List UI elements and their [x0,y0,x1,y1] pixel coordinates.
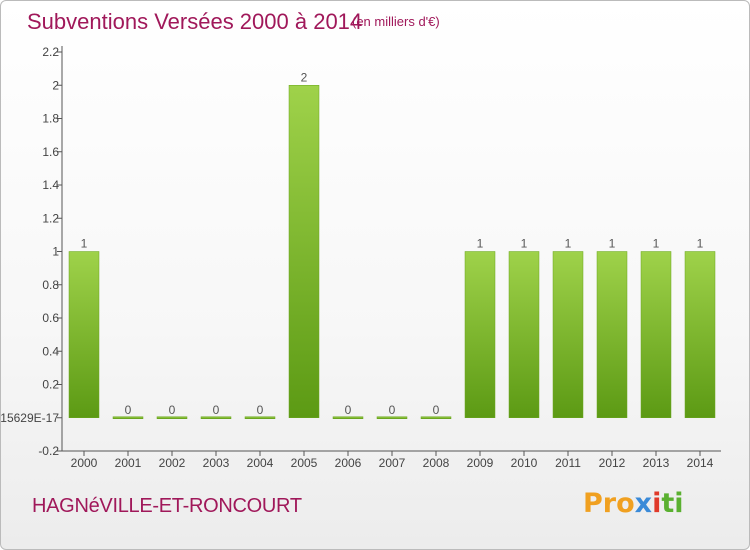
y-tick-label: -0.2 [38,444,59,458]
x-tick-label: 2008 [423,456,450,470]
y-tick-label: 0.2 [42,378,59,392]
data-label: 0 [257,403,264,417]
y-tick-label: -15629E-17 [1,411,59,425]
y-tick-label: 1.6 [42,145,59,159]
x-tick-label: 2012 [599,456,626,470]
x-tick-label: 2000 [71,456,98,470]
bar [596,251,628,418]
bar [200,416,232,419]
bar [464,251,496,418]
data-label: 0 [389,403,396,417]
bar [244,416,276,419]
logo-part: x [634,488,653,519]
y-tick-label: 0.6 [42,311,59,325]
data-label: 0 [433,403,440,417]
chart-title: Subventions Versées 2000 à 2014 [27,9,363,34]
data-label: 2 [301,70,308,84]
data-label: 1 [565,237,572,251]
x-tick-label: 2006 [335,456,362,470]
data-label: 1 [521,237,528,251]
x-tick-label: 2013 [643,456,670,470]
data-label: 1 [609,237,616,251]
bar [288,85,320,418]
bar [420,416,452,419]
data-label: 1 [653,237,660,251]
y-tick-label: 2 [52,78,59,92]
bar [112,416,144,419]
bar [552,251,584,418]
data-label: 0 [169,403,176,417]
data-label: 0 [213,403,220,417]
x-tick-label: 2001 [115,456,142,470]
bar [156,416,188,419]
x-tick-label: 2003 [203,456,230,470]
y-tick-label: 0.8 [42,278,59,292]
logo-part: ti [661,488,684,519]
place-name: HAGNéVILLE-ET-RONCOURT [32,495,302,517]
x-tick-label: 2010 [511,456,538,470]
logo-part: Pro [583,488,635,519]
chart-unit: (en milliers d'€) [352,14,440,29]
y-tick-label: 1.2 [42,211,59,225]
x-tick-label: 2004 [247,456,274,470]
bar [508,251,540,418]
x-tick-label: 2014 [687,456,714,470]
y-tick-label: 1.4 [42,178,59,192]
data-label: 0 [345,403,352,417]
bar [332,416,364,419]
x-tick-label: 2011 [555,456,581,470]
x-tick-label: 2002 [159,456,186,470]
data-label: 1 [477,237,484,251]
y-tick-label: 1 [52,245,59,259]
bar [68,251,100,418]
bar [640,251,672,418]
x-tick-label: 2009 [467,456,494,470]
data-label: 1 [81,237,88,251]
data-label: 0 [125,403,132,417]
y-tick-label: 0.4 [42,344,59,358]
logo-part: i [652,488,662,519]
y-tick-label: 1.8 [42,112,59,126]
bar [376,416,408,419]
bar-chart: -0.2 -15629E-17 0.2 0.4 0.6 0.8 1 1.2 1.4 1.6 1.8 2… [1,45,721,470]
x-tick-label: 2007 [379,456,406,470]
proxiti-logo: Proxiti [583,488,684,519]
x-tick-label: 2005 [291,456,318,470]
data-label: 1 [697,237,704,251]
bar [684,251,716,418]
y-tick-label: 2.2 [42,45,59,59]
